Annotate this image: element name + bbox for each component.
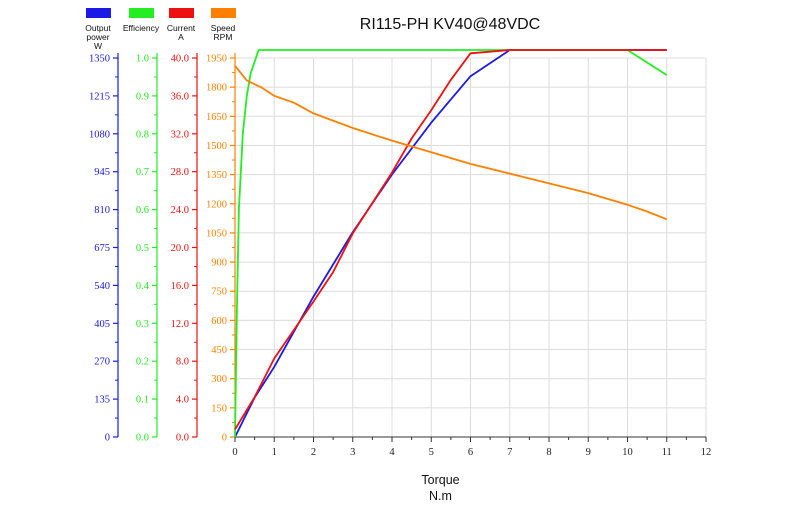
power-tick-label: 1350 <box>89 54 110 65</box>
efficiency-tick-label: 0.6 <box>136 205 149 216</box>
power-tick-label: 270 <box>94 357 110 368</box>
x-tick-label: 8 <box>546 447 551 458</box>
x-axis-title-line: N.m <box>429 489 452 503</box>
x-tick-label: 7 <box>507 447 512 458</box>
chart-title: RI115-PH KV40@48VDC <box>360 16 540 33</box>
current-tick-label: 40.0 <box>171 54 189 65</box>
x-tick-label: 3 <box>350 447 355 458</box>
current-tick-label: 0.0 <box>176 433 189 444</box>
efficiency-tick-label: 0.3 <box>136 319 149 330</box>
x-axis: 0 1 2 3 4 5 6 7 8 9 10 11 12 <box>232 436 712 458</box>
current-tick-label: 16.0 <box>171 281 189 292</box>
power-tick-label: 810 <box>94 205 110 216</box>
speed-tick-label: 600 <box>211 316 227 327</box>
current-tick-label: 12.0 <box>171 319 189 330</box>
legend-swatch-efficiency <box>129 8 154 18</box>
speed-tick-label: 1050 <box>206 228 227 239</box>
grid <box>235 57 707 437</box>
speed-tick-label: 900 <box>211 258 227 269</box>
speed-tick-label: 1200 <box>206 199 227 210</box>
legend-label-speed: RPM <box>214 32 233 42</box>
power-tick-label: 675 <box>94 243 110 254</box>
x-tick-label: 5 <box>429 447 434 458</box>
current-tick-label: 24.0 <box>171 205 189 216</box>
speed-tick-label: 1350 <box>206 170 227 181</box>
speed-tick-label: 1650 <box>206 112 227 123</box>
current-tick-label: 20.0 <box>171 243 189 254</box>
current-tick-label: 4.0 <box>176 395 189 406</box>
x-tick-label: 1 <box>272 447 277 458</box>
efficiency-tick-label: 0.0 <box>136 433 149 444</box>
current-axis: 0.0 4.0 8.0 12.0 16.0 20.0 24.0 28.0 32.0 36.0 40.… <box>171 53 198 444</box>
power-tick-label: 540 <box>94 281 110 292</box>
legend-label-current: A <box>178 32 184 42</box>
efficiency-axis: 0.0 0.1 0.2 0.3 0.4 0.5 0.6 0.7 0.8 0.9 1.0 <box>136 53 158 444</box>
speed-tick-label: 1950 <box>206 54 227 65</box>
efficiency-tick-label: 0.9 <box>136 91 149 102</box>
x-axis-title-line: Torque <box>421 473 459 487</box>
x-tick-label: 9 <box>586 447 591 458</box>
efficiency-tick-label: 0.2 <box>136 357 149 368</box>
x-axis-title: Torque N.m <box>421 473 459 503</box>
x-tick-label: 10 <box>622 447 633 458</box>
efficiency-tick-label: 0.8 <box>136 129 149 140</box>
speed-tick-label: 450 <box>211 345 227 356</box>
efficiency-tick-label: 0.1 <box>136 395 149 406</box>
speed-tick-label: 300 <box>211 374 227 385</box>
y-axes: 0 135 270 405 540 675 810 945 1080 1215 1350 0.0 0.1… <box>89 53 236 444</box>
x-tick-label: 11 <box>662 447 672 458</box>
legend-swatch-speed <box>211 8 236 18</box>
legend-label-power: Output <box>85 23 111 33</box>
legend-swatch-power <box>86 8 111 18</box>
speed-tick-label: 150 <box>211 403 227 414</box>
current-tick-label: 28.0 <box>171 167 189 178</box>
speed-tick-label: 1500 <box>206 141 227 152</box>
power-tick-label: 945 <box>94 167 110 178</box>
x-tick-label: 6 <box>468 447 473 458</box>
efficiency-tick-label: 0.7 <box>136 167 149 178</box>
current-tick-label: 32.0 <box>171 129 189 140</box>
power-tick-label: 135 <box>94 395 110 406</box>
series-lines <box>234 49 668 438</box>
speed-tick-label: 750 <box>211 287 227 298</box>
legend-swatch-current <box>169 8 194 18</box>
current-tick-label: 36.0 <box>171 91 189 102</box>
current-tick-label: 8.0 <box>176 357 189 368</box>
efficiency-tick-label: 1.0 <box>136 54 149 65</box>
legend-label-speed: Speed <box>211 23 236 33</box>
x-tick-label: 0 <box>232 447 237 458</box>
x-tick-label: 4 <box>389 447 395 458</box>
speed-tick-label: 0 <box>222 433 227 444</box>
x-tick-label: 2 <box>311 447 316 458</box>
legend-label-power: power <box>86 32 109 42</box>
legend-label-power: W <box>94 41 102 51</box>
series-line-current <box>234 49 667 430</box>
power-tick-label: 405 <box>94 319 110 330</box>
x-tick-label: 12 <box>701 447 712 458</box>
series-line-speed <box>234 65 668 221</box>
legend-label-efficiency: Efficiency <box>123 23 160 33</box>
speed-axis: 0 150 300 450 600 750 900 1050 1200 1350 1500 1650 1… <box>206 53 236 444</box>
speed-tick-label: 1800 <box>206 83 227 94</box>
efficiency-tick-label: 0.4 <box>136 281 150 292</box>
power-tick-label: 0 <box>105 433 110 444</box>
efficiency-tick-label: 0.5 <box>136 243 149 254</box>
power-tick-label: 1080 <box>89 129 110 140</box>
power-axis: 0 135 270 405 540 675 810 945 1080 1215 1350 <box>89 53 119 444</box>
power-tick-label: 1215 <box>89 91 110 102</box>
legend-label-current: Current <box>167 23 196 33</box>
